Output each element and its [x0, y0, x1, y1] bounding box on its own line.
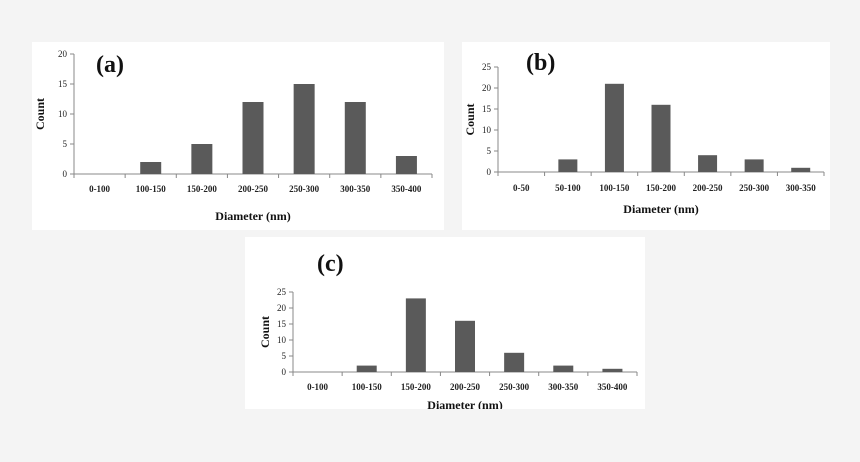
bar-350-400	[395, 156, 417, 174]
bar-200-250	[455, 320, 475, 372]
y-tick-label: 0	[282, 367, 287, 377]
y-tick-label: 5	[63, 139, 68, 149]
category-label: 200-250	[450, 382, 480, 392]
y-tick-label: 5	[487, 146, 492, 156]
bar-200-250	[242, 102, 264, 174]
category-label: 250-300	[289, 184, 319, 194]
category-label: 100-150	[599, 183, 629, 193]
category-label: 200-250	[238, 184, 268, 194]
y-axis-label: Count	[33, 98, 47, 130]
y-tick-label: 10	[58, 109, 68, 119]
bar-300-350	[344, 102, 366, 174]
category-label: 250-300	[499, 382, 529, 392]
y-axis-label: Count	[463, 103, 477, 135]
chart-panel-b: 0 5 10 15 20 25 0-50 50-100 100-150 150-200 200-25…	[462, 42, 830, 230]
chart-panel-a: 0 5 10 15 20 0-100 100-150 150-200 200-250 250-30…	[32, 42, 444, 230]
histogram-b: 0 5 10 15 20 25 0-50 50-100 100-150 150-200 200-25…	[463, 50, 825, 216]
category-label: 150-200	[646, 183, 676, 193]
bar-250-300	[504, 352, 525, 372]
histogram-c: 0 5 10 15 20 25 0-100 100-150 150-200 200-250 250-…	[258, 251, 638, 409]
y-tick-label: 25	[277, 287, 287, 297]
x-axis-label: Diameter (nm)	[623, 202, 698, 216]
category-label: 200-250	[693, 183, 723, 193]
y-tick-label: 10	[277, 335, 287, 345]
y-tick-label: 10	[482, 125, 492, 135]
bar-300-350	[553, 365, 574, 372]
y-tick-label: 25	[482, 62, 492, 72]
bar-350-400	[602, 368, 623, 372]
category-label: 50-100	[555, 183, 581, 193]
category-label: 0-100	[89, 184, 110, 194]
x-axis-label: Diameter (nm)	[427, 398, 502, 409]
category-label: 100-150	[136, 184, 166, 194]
bar-100-150	[356, 365, 377, 372]
bar-250-300	[744, 159, 764, 172]
bar-100-150	[604, 83, 624, 172]
chart-panel-c: 0 5 10 15 20 25 0-100 100-150 150-200 200-250 250-…	[245, 237, 645, 409]
category-label: 350-400	[391, 184, 421, 194]
category-label: 300-350	[786, 183, 816, 193]
panel-label: (a)	[96, 52, 124, 78]
y-tick-label: 15	[58, 79, 68, 89]
category-label: 350-400	[597, 382, 627, 392]
y-tick-label: 15	[482, 104, 492, 114]
x-axis-label: Diameter (nm)	[215, 209, 290, 223]
category-label: 0-50	[513, 183, 530, 193]
category-label: 250-300	[739, 183, 769, 193]
y-tick-label: 5	[282, 351, 287, 361]
y-tick-label: 0	[487, 167, 492, 177]
category-label: 100-150	[352, 382, 382, 392]
bar-150-200	[405, 298, 426, 372]
category-label: 0-100	[307, 382, 328, 392]
bar-100-150	[140, 162, 162, 174]
panel-label: (c)	[317, 251, 344, 277]
category-label: 300-350	[340, 184, 370, 194]
y-tick-label: 0	[63, 169, 68, 179]
category-label: 300-350	[548, 382, 578, 392]
bar-150-200	[191, 144, 213, 174]
panel-label: (b)	[526, 50, 555, 76]
category-label: 150-200	[187, 184, 217, 194]
y-tick-label: 15	[277, 319, 287, 329]
y-tick-label: 20	[482, 83, 492, 93]
bar-300-350	[791, 167, 811, 172]
histogram-a: 0 5 10 15 20 0-100 100-150 150-200 200-250 250-30…	[33, 49, 433, 223]
y-axis-label: Count	[258, 316, 272, 348]
bar-250-300	[293, 84, 315, 174]
bar-150-200	[651, 104, 671, 172]
category-label: 150-200	[401, 382, 431, 392]
y-tick-label: 20	[58, 49, 68, 59]
bar-50-100	[558, 159, 578, 172]
y-tick-label: 20	[277, 303, 287, 313]
bar-200-250	[698, 155, 718, 172]
